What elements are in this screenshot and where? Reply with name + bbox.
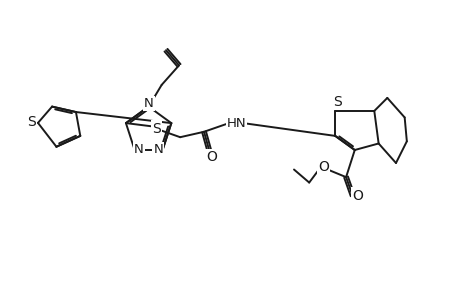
Text: N: N: [144, 97, 153, 110]
Text: S: S: [151, 122, 160, 136]
Text: N: N: [134, 143, 144, 156]
Text: O: O: [352, 189, 363, 202]
Text: N: N: [153, 143, 163, 156]
Text: S: S: [27, 115, 36, 129]
Text: O: O: [317, 160, 328, 174]
Text: S: S: [332, 95, 341, 109]
Text: HN: HN: [226, 117, 246, 130]
Text: O: O: [206, 150, 217, 164]
